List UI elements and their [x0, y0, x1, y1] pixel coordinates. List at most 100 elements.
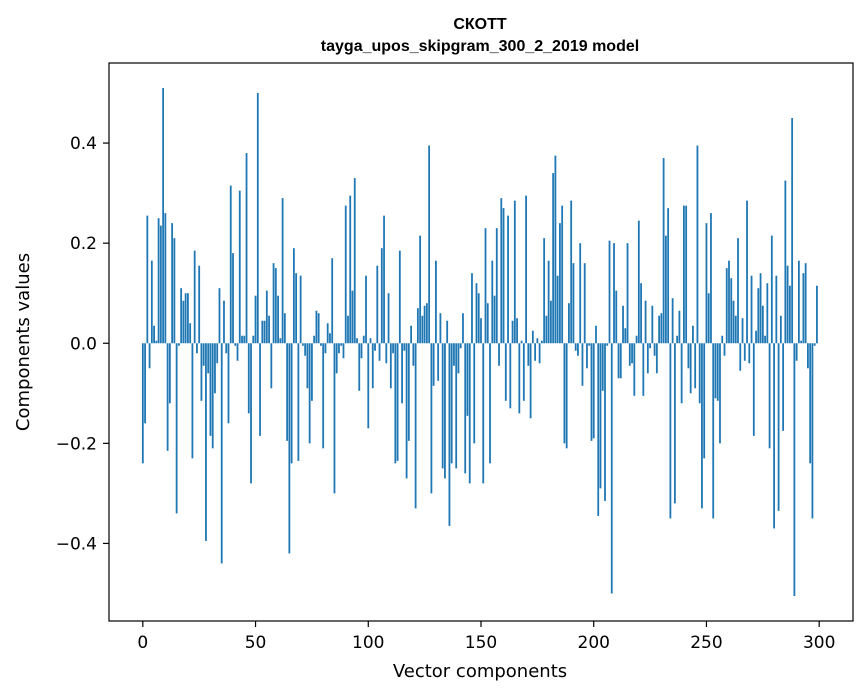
- bar: [322, 343, 325, 449]
- bar: [743, 343, 746, 361]
- bar: [816, 285, 818, 344]
- bar: [642, 343, 645, 396]
- bar: [369, 338, 372, 344]
- bar: [619, 343, 622, 379]
- bar: [714, 343, 717, 399]
- bar: [698, 343, 701, 404]
- bar: [403, 343, 406, 351]
- bar: [347, 315, 349, 344]
- y-tick-label: 0.4: [70, 134, 97, 154]
- bar: [457, 343, 460, 374]
- bar: [667, 208, 670, 344]
- bar: [750, 275, 753, 344]
- y-axis: −0.4 −0.2 0.0 0.2 0.4: [56, 134, 109, 554]
- bar: [272, 263, 275, 344]
- bar: [599, 343, 602, 489]
- bar: [198, 265, 201, 344]
- bar: [574, 343, 577, 351]
- bar: [401, 343, 403, 404]
- bar: [489, 343, 491, 464]
- bar: [159, 225, 162, 344]
- bar: [807, 343, 809, 369]
- bar: [279, 338, 282, 344]
- bar: [653, 343, 656, 356]
- y-tick-label: −0.2: [56, 434, 97, 454]
- bar: [173, 238, 176, 344]
- bar: [340, 343, 343, 346]
- bar: [283, 313, 286, 344]
- bar: [748, 343, 751, 364]
- bar: [739, 343, 742, 371]
- bar: [243, 335, 246, 344]
- bar: [495, 228, 498, 344]
- bar: [247, 343, 250, 414]
- bar: [809, 343, 812, 464]
- bar: [394, 343, 397, 464]
- bar: [270, 343, 273, 389]
- bar: [380, 248, 383, 344]
- bar: [615, 290, 618, 344]
- bar: [601, 343, 604, 391]
- bar: [768, 343, 771, 449]
- bar: [660, 313, 663, 344]
- bar: [326, 323, 329, 344]
- bar: [475, 283, 478, 344]
- bar: [423, 305, 426, 344]
- bar: [331, 258, 334, 344]
- bar: [200, 343, 203, 401]
- bar: [498, 343, 500, 366]
- bar: [324, 343, 327, 354]
- bar: [804, 263, 807, 344]
- bar: [383, 215, 385, 344]
- bar: [297, 343, 300, 461]
- bar: [540, 340, 543, 344]
- bar: [353, 178, 356, 344]
- bar: [581, 343, 584, 386]
- bar: [559, 223, 561, 344]
- bar: [516, 318, 518, 344]
- bar: [462, 313, 464, 344]
- bar: [288, 343, 291, 554]
- x-tick-label: 100: [352, 633, 384, 653]
- bar: [241, 335, 243, 344]
- bar: [741, 318, 744, 344]
- bar: [716, 343, 719, 401]
- bar: [225, 343, 228, 354]
- bar: [766, 283, 769, 344]
- bar: [802, 273, 805, 344]
- bar: [464, 343, 467, 474]
- x-tick-label: 250: [690, 633, 722, 653]
- bar: [216, 343, 219, 364]
- bar: [554, 155, 557, 344]
- bar: [759, 273, 762, 344]
- bar: [205, 343, 207, 541]
- bar: [180, 288, 183, 344]
- y-axis-label: Components values: [13, 253, 34, 431]
- bar: [263, 320, 266, 344]
- bar: [410, 325, 413, 344]
- bar: [295, 273, 298, 344]
- bar: [466, 343, 469, 416]
- bar: [304, 343, 307, 356]
- bar: [329, 333, 331, 344]
- bar: [371, 343, 374, 389]
- bar: [728, 260, 730, 344]
- bar: [624, 328, 627, 344]
- bar: [610, 343, 613, 594]
- bar: [646, 343, 649, 374]
- bar: [484, 228, 487, 344]
- bar: [592, 343, 595, 439]
- bar: [435, 260, 437, 344]
- bar: [419, 235, 422, 344]
- x-tick-label: 300: [803, 633, 835, 653]
- bar: [168, 343, 171, 404]
- x-tick-label: 0: [137, 633, 148, 653]
- bar: [446, 320, 449, 344]
- bar: [797, 260, 800, 344]
- bar: [680, 343, 683, 404]
- bar: [694, 343, 697, 389]
- y-tick-label: −0.4: [56, 534, 97, 554]
- bar: [177, 343, 180, 346]
- bar: [311, 343, 313, 401]
